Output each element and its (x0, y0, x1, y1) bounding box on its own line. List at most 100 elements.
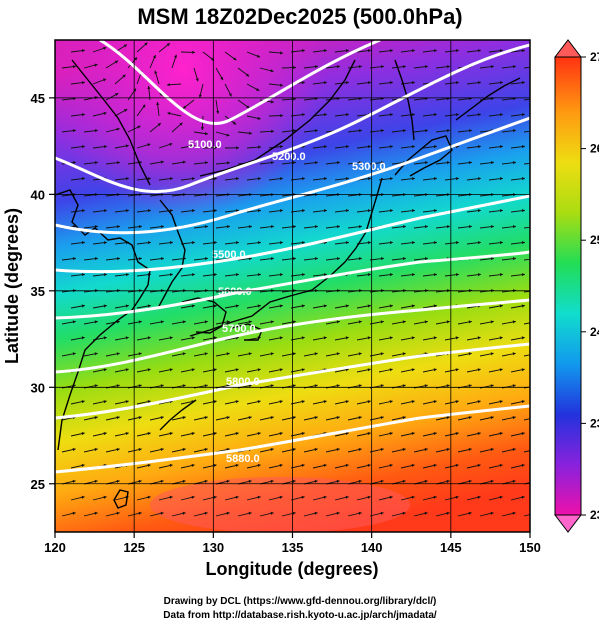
wind-arrowhead (468, 352, 472, 356)
wind-arrowhead (301, 336, 305, 340)
wind-arrowhead (72, 65, 76, 69)
wind-arrowhead (191, 177, 195, 181)
wind-arrowhead (336, 320, 340, 324)
wind-arrowhead (147, 143, 151, 147)
wind-arrowhead (116, 225, 120, 229)
wind-arrowhead (191, 368, 195, 372)
wind-arrowhead (114, 60, 118, 64)
wind-arrowhead (270, 69, 274, 73)
colorbar-tick-label: 238 (590, 416, 599, 430)
wind-arrowhead (248, 479, 252, 483)
wind-arrowhead (535, 97, 538, 100)
wind-arrowhead (512, 257, 516, 261)
wind-arrowhead (213, 241, 217, 245)
wind-arrowhead (256, 87, 260, 91)
wind-arrowhead (125, 432, 129, 436)
wind-arrowhead (232, 121, 237, 125)
wind-arrowhead (138, 448, 142, 452)
wind-arrowhead (125, 336, 129, 340)
wind-arrowhead (248, 257, 252, 261)
wind-arrowhead (169, 143, 173, 146)
wind-arrowhead (138, 384, 142, 388)
wind-arrowhead (380, 161, 384, 165)
wind-arrowhead (235, 241, 239, 245)
wind-arrowhead (402, 416, 406, 420)
coast-sakhalin (394, 59, 415, 141)
wind-arrowhead (103, 241, 107, 245)
wind-arrowhead (248, 511, 252, 515)
wind-arrowhead (477, 145, 481, 149)
wind-vector (533, 274, 547, 276)
contour-5600 (55, 250, 530, 320)
wind-arrowhead (512, 65, 516, 69)
wind-arrowhead (160, 511, 164, 515)
wind-arrowhead (411, 113, 415, 117)
wind-arrowhead (411, 81, 415, 85)
wind-arrowhead (446, 448, 450, 452)
wind-arrowhead (544, 177, 547, 180)
wind-arrowhead (490, 257, 494, 261)
wind-arrowhead (257, 432, 261, 436)
wind-arrowhead (103, 400, 107, 404)
wind-arrowhead (204, 352, 208, 356)
wind-arrowhead (103, 111, 107, 115)
wind-arrowhead (411, 336, 415, 340)
wind-arrowhead (248, 416, 252, 420)
wind-arrowhead (521, 113, 525, 117)
wind-arrowhead (380, 384, 384, 388)
wind-arrowhead (191, 336, 195, 340)
wind-arrowhead (138, 479, 142, 483)
wind-arrowhead (179, 122, 183, 126)
x-axis-ticks: 120 125 130 135 140 145 150 (44, 532, 541, 555)
wind-arrowhead (292, 384, 296, 388)
wind-arrowhead (103, 46, 107, 50)
wind-arrowhead (314, 479, 318, 483)
wind-arrowhead (411, 273, 415, 277)
wind-arrowhead (314, 448, 318, 452)
wind-arrowhead (200, 127, 205, 130)
wind-arrowhead (424, 448, 428, 452)
wind-arrowhead (468, 416, 472, 420)
wind-arrowhead (301, 177, 305, 181)
wind-arrowhead (137, 125, 141, 129)
wind-arrowhead (367, 336, 371, 340)
wind-arrowhead (213, 368, 217, 372)
wind-arrowhead (477, 273, 481, 277)
wind-arrowhead (235, 209, 239, 213)
wind-arrowhead (323, 304, 327, 308)
wind-arrowhead (314, 511, 318, 515)
wind-arrowhead (220, 76, 223, 81)
wind-arrowhead (270, 448, 274, 452)
wind-arrowhead (301, 241, 305, 245)
wind-arrowhead (226, 225, 230, 229)
wind-arrowhead (411, 241, 415, 245)
wind-arrowhead (160, 225, 164, 229)
wind-arrowhead (81, 209, 85, 213)
wind-arrowhead (455, 177, 459, 181)
wind-arrowhead (116, 384, 120, 388)
wind-arrowhead (336, 161, 340, 165)
wind-arrowhead (535, 512, 538, 515)
wind-arrowhead (160, 416, 164, 420)
coast-hokkaido (394, 135, 453, 177)
wind-arrowhead (152, 55, 156, 59)
wind-arrowhead (270, 257, 274, 261)
x-axis-label: Longitude (degrees) (205, 559, 378, 579)
wind-arrowhead (499, 241, 503, 245)
wind-arrowhead (191, 495, 195, 499)
wind-vector (533, 369, 547, 372)
wind-arrowhead (389, 177, 393, 181)
wind-arrowhead (402, 511, 406, 515)
wind-arrowhead (94, 129, 98, 133)
wind-arrowhead (512, 161, 516, 165)
wind-arrowhead (103, 432, 107, 436)
wind-arrowhead (367, 368, 371, 372)
wind-arrowhead (535, 384, 538, 387)
wind-arrowhead (81, 81, 85, 85)
wind-arrowhead (125, 144, 129, 148)
wind-arrowhead (323, 81, 327, 85)
wind-arrowhead (204, 384, 208, 388)
wind-arrowhead (521, 81, 525, 85)
wind-arrowhead (257, 241, 261, 245)
wind-arrowhead (433, 463, 437, 467)
